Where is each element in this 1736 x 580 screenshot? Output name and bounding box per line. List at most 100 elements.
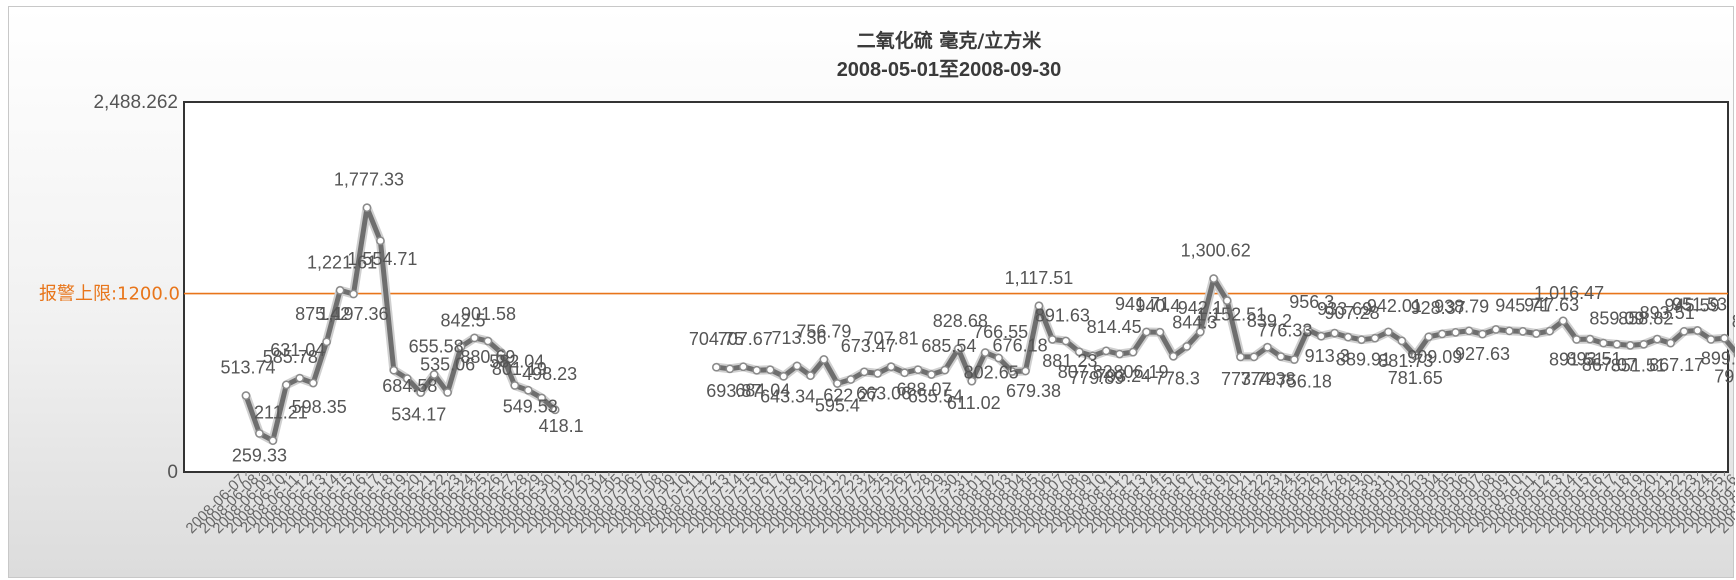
data-point	[1249, 352, 1259, 362]
data-point	[1491, 325, 1501, 334]
threshold-group: 报警上限:1200.0	[39, 284, 1728, 305]
data-label: 622.27	[823, 385, 878, 405]
data-label: 880.69	[460, 347, 515, 367]
data-label: 585.78	[263, 347, 318, 367]
data-point	[913, 365, 923, 375]
data-point	[376, 236, 385, 246]
data-label: 582.04	[489, 351, 544, 371]
data-point	[994, 353, 1003, 363]
data-label: 1,152.51	[1196, 305, 1266, 325]
data-point	[335, 285, 345, 295]
data-label: 801.19	[492, 359, 547, 379]
data-label: 688.07	[896, 380, 951, 400]
data-label: 901.58	[461, 304, 516, 324]
data-label: 814.45	[1087, 317, 1142, 337]
data-label: 899.46	[1701, 348, 1735, 368]
data-label: 806.19	[1114, 362, 1169, 382]
y-axis: 0 2,488.262	[93, 92, 178, 483]
data-point	[1518, 327, 1528, 336]
data-label: 875.42	[295, 304, 350, 324]
data-label: 928.37	[1411, 298, 1466, 318]
series-markers	[241, 203, 1735, 445]
data-point	[1464, 326, 1474, 336]
data-point	[389, 365, 399, 375]
data-point	[1222, 296, 1232, 305]
data-label: 851.51	[1611, 355, 1666, 375]
data-label: 945.71	[1495, 295, 1550, 315]
data-label: 259.33	[232, 445, 287, 465]
data-label: 851.73	[1732, 311, 1735, 331]
data-point	[443, 388, 452, 397]
data-point	[712, 362, 721, 372]
data-label: 933.69	[1317, 299, 1372, 319]
data-label: 956.3	[1289, 292, 1334, 312]
data-label: 713.36	[772, 328, 827, 348]
plot-area	[183, 101, 1729, 473]
data-point	[752, 365, 762, 375]
data-point	[1289, 355, 1299, 364]
data-label: 673.47	[841, 336, 896, 356]
data-point	[497, 348, 506, 358]
data-point	[281, 380, 291, 390]
data-label: 867.17	[1649, 355, 1704, 375]
data-label: 858.82	[1618, 308, 1673, 328]
data-point	[873, 369, 883, 378]
data-point	[1706, 335, 1716, 344]
data-label: 211.21	[254, 403, 308, 423]
data-label: 684.58	[382, 376, 437, 396]
data-label: 941.71	[1115, 294, 1170, 314]
data-label: 893.51	[1566, 349, 1621, 369]
data-label: 891.51	[1549, 349, 1604, 369]
data-label: 643.34	[760, 386, 815, 406]
data-label: 707.81	[864, 329, 919, 349]
y-tick-label: 2,488.262	[93, 92, 178, 113]
data-label: 756.79	[796, 321, 851, 341]
data-point	[416, 388, 426, 397]
data-label: 513.74	[220, 358, 275, 378]
data-label: 1,777.33	[334, 170, 404, 190]
data-point	[1733, 351, 1735, 358]
data-point	[1585, 334, 1595, 344]
data-point	[1007, 367, 1017, 376]
data-label: 927.63	[1455, 344, 1510, 364]
data-point	[859, 367, 869, 377]
data-label: 881.73	[1378, 351, 1433, 371]
data-point	[886, 362, 896, 372]
data-label: 828.68	[933, 311, 988, 331]
data-point	[1169, 351, 1178, 361]
data-point	[1693, 326, 1702, 335]
data-label: 1,221.61	[307, 252, 377, 272]
data-label: 881.23	[1042, 351, 1097, 371]
data-label: 802.65	[964, 363, 1019, 383]
y-tick-label: 0	[167, 462, 178, 483]
data-point	[1034, 301, 1044, 311]
data-label: 418.1	[539, 416, 584, 436]
data-point	[1478, 329, 1487, 339]
data-point	[967, 376, 977, 386]
data-label: 945.59	[1665, 295, 1720, 315]
data-point	[900, 368, 909, 378]
data-point	[1720, 333, 1729, 343]
data-point	[1128, 347, 1138, 357]
data-label: 595.4	[815, 395, 860, 415]
data-label: 774.38	[1240, 369, 1295, 389]
data-point	[308, 378, 318, 388]
data-label: 766.55	[973, 322, 1028, 342]
x-axis: 2008-06-072008-06-082008-06-092008-06-10…	[183, 471, 1735, 537]
data-point	[456, 342, 466, 352]
data-point	[1531, 329, 1541, 338]
data-point	[322, 337, 331, 347]
data-label: 535.06	[420, 354, 475, 374]
chart-frame: 二氧化硫 毫克/立方米 2008-05-01至2008-09-30 报警上限:1…	[8, 6, 1735, 578]
data-point	[1599, 338, 1608, 348]
data-label: 598.35	[292, 397, 347, 417]
data-point	[1343, 332, 1353, 342]
data-label: 655.58	[409, 337, 464, 357]
data-label: 1,554.71	[347, 249, 417, 269]
data-point	[1263, 342, 1272, 352]
data-label: 839.2	[1247, 311, 1292, 331]
data-label: 631.04	[270, 340, 325, 360]
data-label: 778.3	[1155, 368, 1200, 388]
data-point	[1276, 352, 1286, 361]
